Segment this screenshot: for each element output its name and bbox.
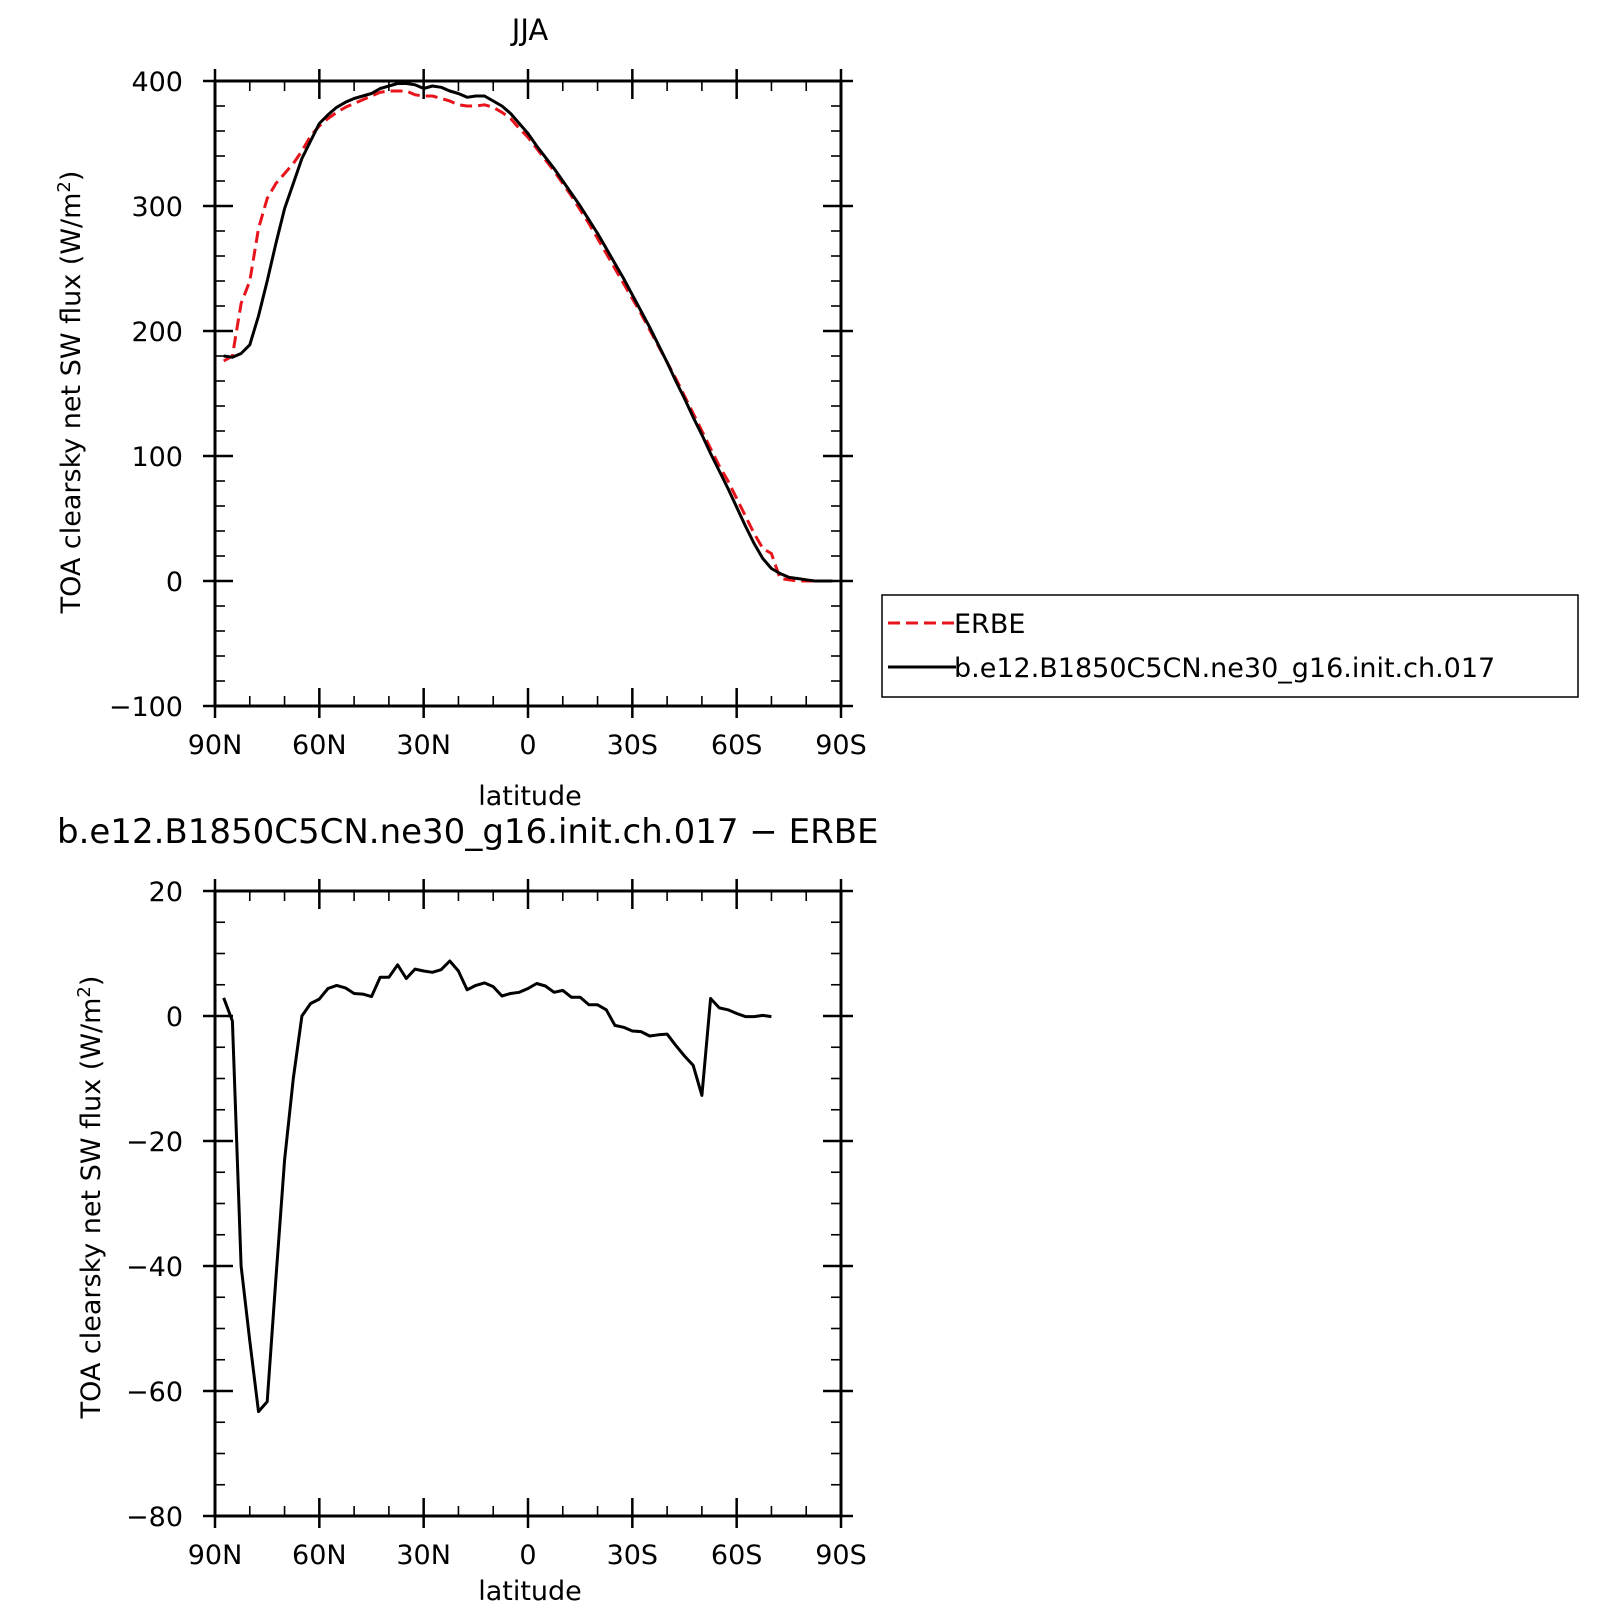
bottom-plot-frame: [213, 889, 843, 1518]
top-y-tick-label: 200: [131, 317, 183, 348]
bottom-x-tick-label: 90S: [815, 1540, 867, 1571]
top-series-line-0: [222, 89, 833, 583]
top-panel: JJA 90N 60N 30N 0 30S 60S 90S 400 300 200 100 0 −100…: [54, 13, 1579, 812]
top-y-tick-label: 100: [131, 442, 183, 473]
bottom-y-tick-label: −20: [126, 1127, 183, 1158]
top-x-tick-label: 60N: [292, 730, 347, 761]
bottom-x-tick-label: 30S: [607, 1540, 659, 1571]
bottom-y-axis-label: TOA clearsky net SW flux (W/m2): [74, 976, 107, 1420]
bottom-x-tick-label: 60N: [292, 1540, 347, 1571]
bottom-x-tick-label: 0: [519, 1540, 536, 1571]
bottom-y-tick-label: −60: [126, 1377, 183, 1408]
top-series-line-1: [223, 82, 833, 583]
legend-box: [881, 594, 1579, 698]
top-x-tick-label: 30S: [607, 730, 659, 761]
top-x-axis-label: latitude: [478, 781, 582, 812]
bottom-y-tick-label: 20: [149, 877, 183, 908]
top-x-tick-label: 60S: [711, 730, 763, 761]
bottom-panel: b.e12.B1850C5CN.ne30_g16.init.ch.017 − E…: [57, 812, 879, 1607]
bottom-y-tick-label: −40: [126, 1252, 183, 1283]
bottom-series-line-0: [222, 959, 772, 1414]
bottom-x-tick-label: 60S: [711, 1540, 763, 1571]
legend-label-model: b.e12.B1850C5CN.ne30_g16.init.ch.017: [954, 653, 1495, 684]
top-x-tick-label: 0: [519, 730, 536, 761]
bottom-x-axis-label: latitude: [478, 1576, 582, 1607]
top-chart-title: JJA: [510, 13, 549, 47]
top-plot-frame: [213, 79, 843, 708]
top-y-axis-label: TOA clearsky net SW flux (W/m2): [54, 171, 87, 615]
top-y-tick-label: 300: [131, 192, 183, 223]
bottom-x-tick-label: 90N: [188, 1540, 243, 1571]
bottom-plot-area: 90N 60N 30N 0 30S 60S 90S 20 0 −20 −40 −60 −80: [126, 877, 867, 1571]
top-x-tick-label: 30N: [396, 730, 451, 761]
top-plot-area: 90N 60N 30N 0 30S 60S 90S 400 300 200 100 0 −100: [109, 67, 867, 761]
bottom-chart-title: b.e12.B1850C5CN.ne30_g16.init.ch.017 − E…: [57, 812, 879, 852]
bottom-x-tick-label: 30N: [396, 1540, 451, 1571]
top-x-tick-label: 90S: [815, 730, 867, 761]
top-y-tick-label: −100: [109, 692, 183, 723]
top-y-tick-label: 400: [131, 67, 183, 98]
bottom-y-tick-label: −80: [126, 1502, 183, 1533]
top-x-tick-label: 90N: [188, 730, 243, 761]
legend-label-erbe: ERBE: [954, 609, 1025, 640]
bottom-y-tick-label: 0: [166, 1002, 183, 1033]
top-y-tick-label: 0: [166, 567, 183, 598]
top-legend: ERBE b.e12.B1850C5CN.ne30_g16.init.ch.01…: [881, 594, 1579, 698]
